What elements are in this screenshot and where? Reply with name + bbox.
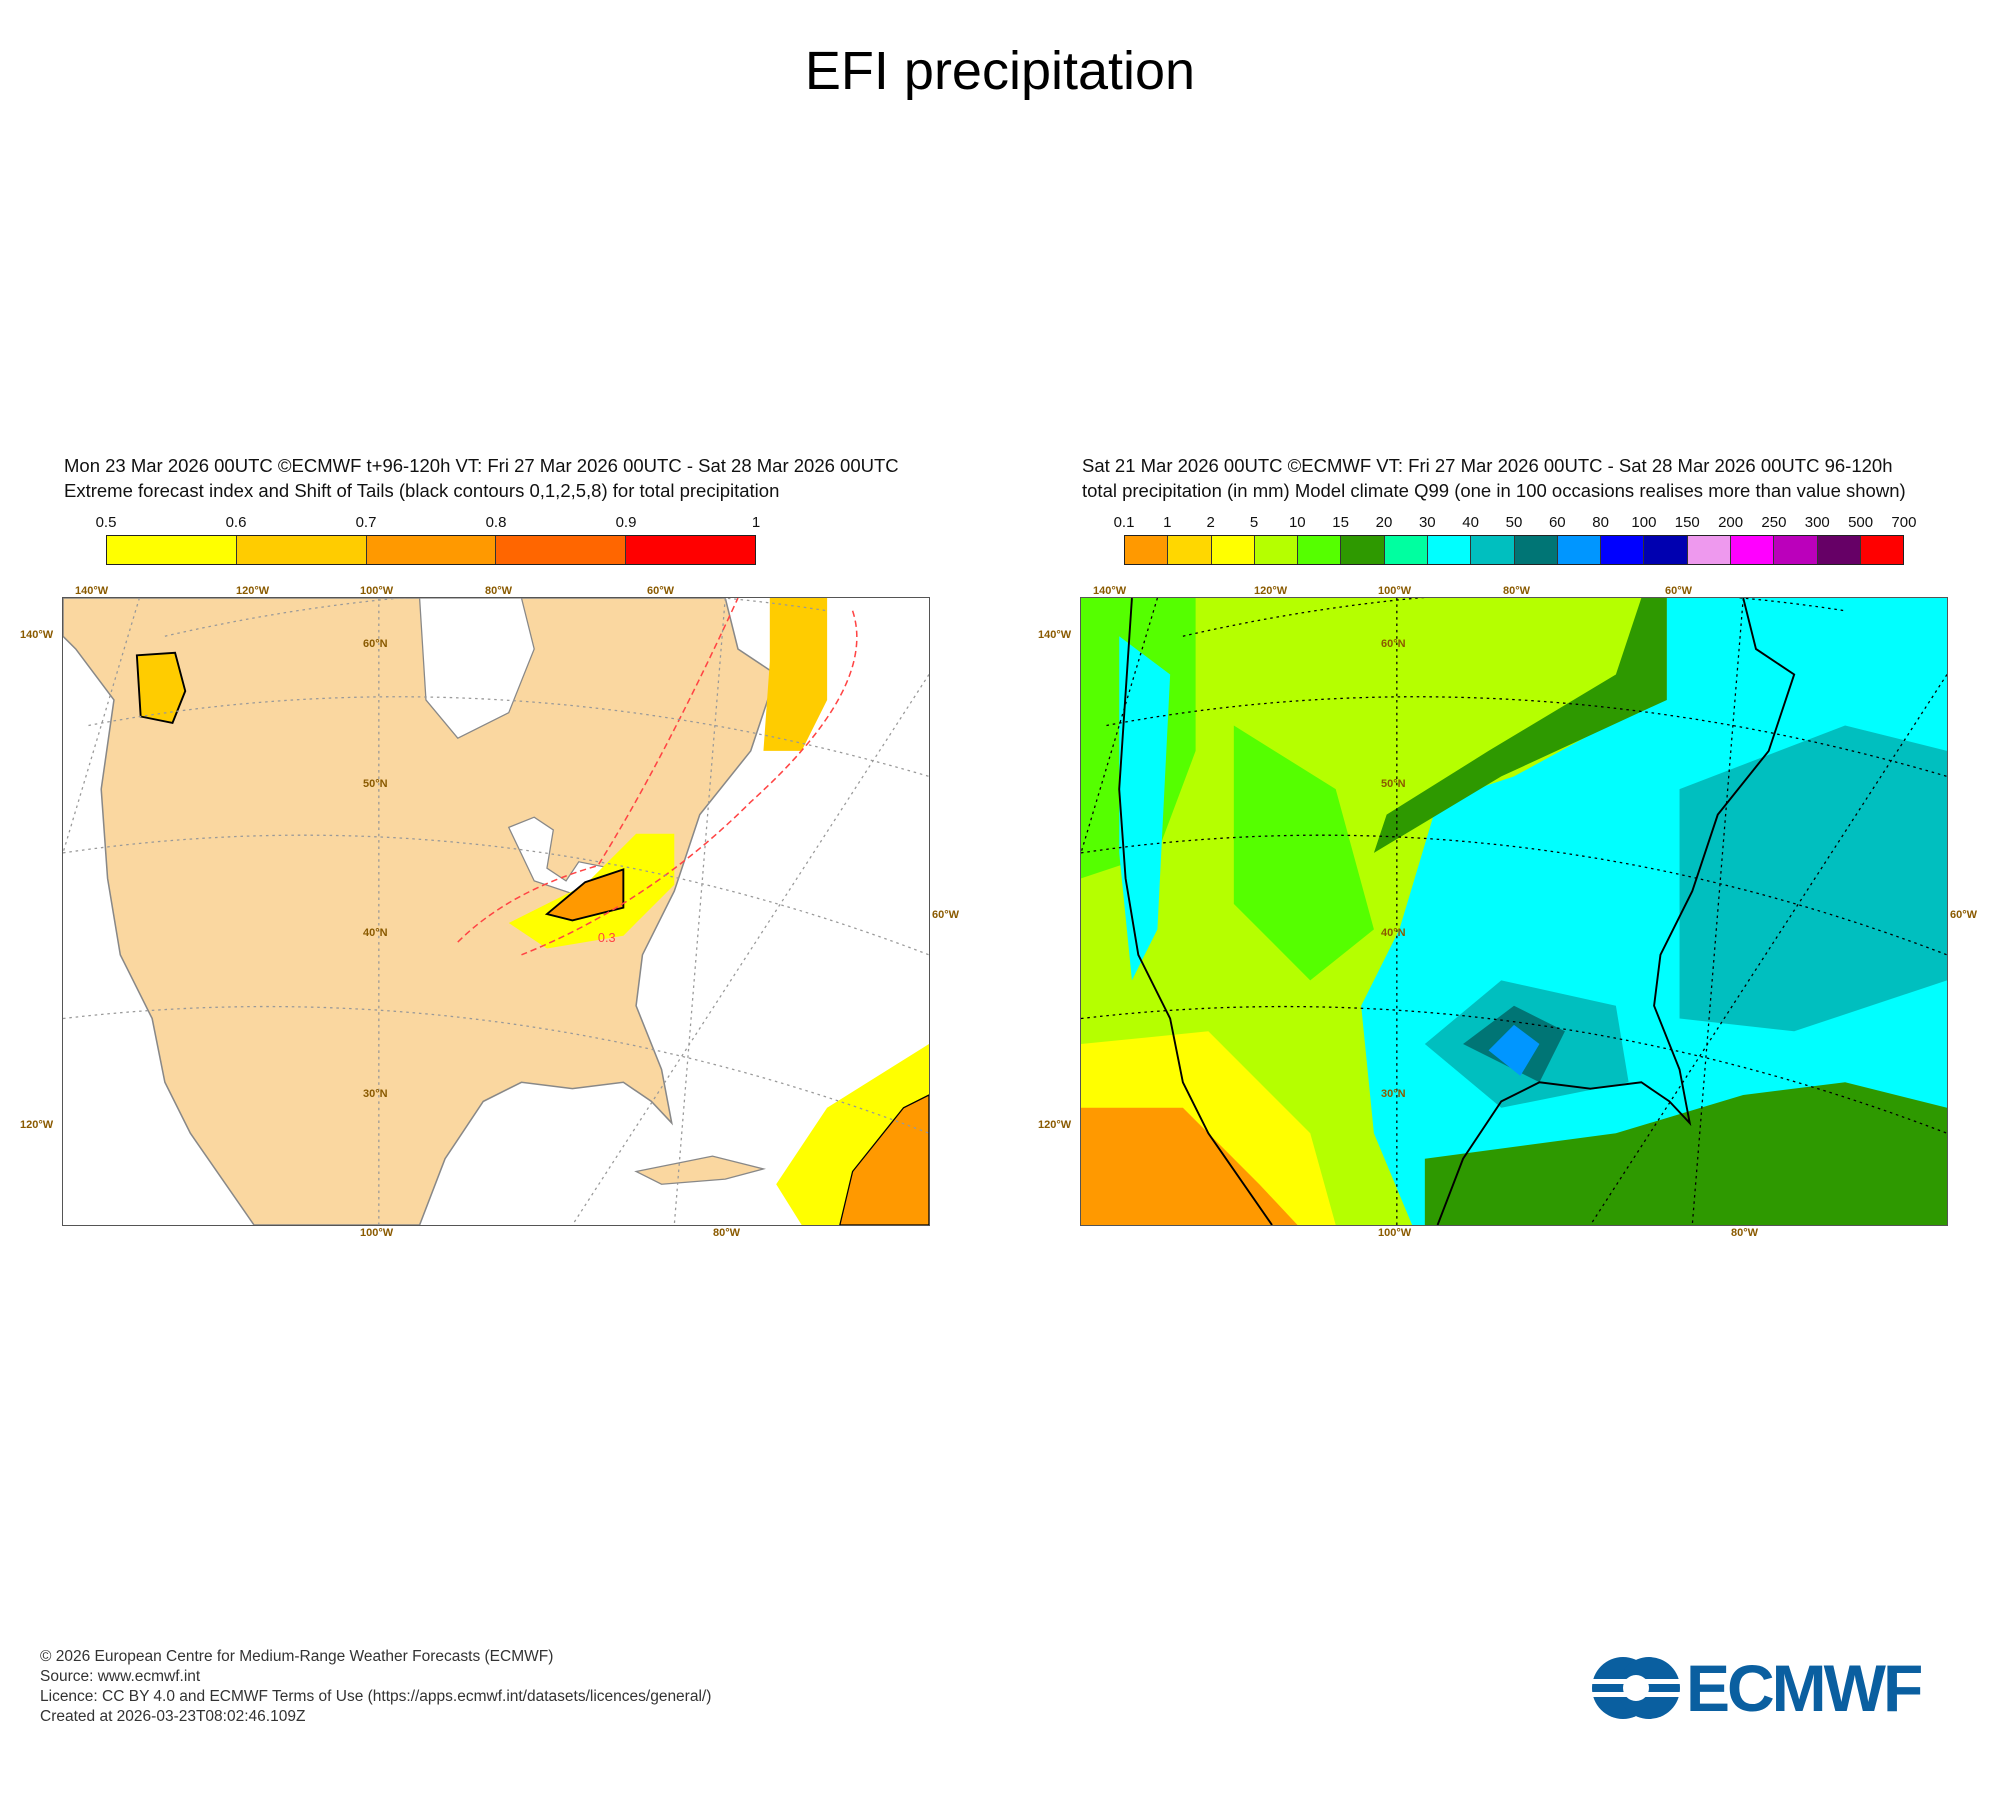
legend-swatch	[236, 536, 367, 564]
lon-label: 120°W	[236, 585, 270, 597]
lon-label: 80°W	[713, 1227, 741, 1239]
ecmwf-logo-text: ECMWF	[1686, 1651, 1923, 1725]
cuba	[634, 1155, 766, 1185]
side-label: 140°W	[20, 629, 54, 641]
lat-label: 60°N	[1381, 638, 1406, 650]
lon-label: 60°W	[647, 585, 675, 597]
climate-header-line1: Sat 21 Mar 2026 00UTC ©ECMWF VT: Fri 27 …	[1082, 455, 1893, 476]
darkgreen-south	[1424, 1082, 1947, 1225]
lon-label: 100°W	[360, 1227, 394, 1239]
legend-swatch	[1341, 536, 1385, 564]
legend-swatch	[1730, 536, 1775, 564]
page-title: EFI precipitation	[804, 41, 1196, 101]
legend-swatch	[1384, 536, 1428, 564]
footer: © 2026 European Centre for Medium-Range …	[40, 1647, 711, 1727]
climate-header: Sat 21 Mar 2026 00UTC ©ECMWF VT: Fri 27 …	[1082, 453, 1906, 503]
efi-patch-east-core	[544, 868, 625, 922]
legend-swatch	[496, 536, 627, 564]
legend-swatch	[1514, 536, 1558, 564]
efi-map[interactable]: 0.3	[62, 597, 930, 1226]
climate-map[interactable]	[1080, 597, 1948, 1226]
lon-label: 80°W	[1731, 1227, 1759, 1239]
cyan-west-coast	[1119, 636, 1171, 981]
side-label: 60°W	[932, 909, 960, 921]
lon-label: 140°W	[1093, 585, 1127, 597]
land-north-america	[63, 598, 778, 1225]
side-label: 120°W	[20, 1119, 54, 1131]
footer-copyright: © 2026 European Centre for Medium-Range …	[40, 1648, 554, 1665]
lon-label: 80°W	[1503, 585, 1531, 597]
side-label: 120°W	[1038, 1119, 1072, 1131]
climate-legend-ticks: 0.1 1 2 5 10 15 20 30 40 50 60 80 100 150 200 250 300 500…	[1113, 514, 1917, 531]
lon-label: 120°W	[1254, 585, 1288, 597]
climate-header-line2: total precipitation (in mm) Model climat…	[1082, 480, 1906, 501]
legend-swatch	[366, 536, 497, 564]
graticule	[1081, 598, 1947, 1225]
hudson-bay	[418, 598, 535, 739]
side-label: 60°W	[1950, 909, 1978, 921]
legend-swatch	[1687, 536, 1731, 564]
efi-patch-nw	[135, 651, 187, 724]
great-lakes	[507, 816, 612, 895]
efi-header-line1: Mon 23 Mar 2026 00UTC ©ECMWF t+96-120h V…	[64, 455, 899, 476]
lat-label: 30°N	[1381, 1088, 1406, 1100]
efi-patch-atlantic	[763, 598, 828, 751]
footer-created: Created at 2026-03-23T08:02:46.109Z	[40, 1708, 306, 1725]
efi-map-svg: 0.3	[63, 598, 929, 1225]
ecmwf-logo-icon	[1590, 1657, 1682, 1719]
legend-swatch	[1254, 536, 1299, 564]
lon-label: 100°W	[1378, 585, 1412, 597]
efi-patch-caribbean-core	[839, 1094, 929, 1225]
coastline	[1118, 598, 1796, 1225]
efi-legend-ticks: 0.5 0.6 0.7 0.8 0.9 1	[95, 514, 761, 531]
darkgreen-band	[1373, 598, 1667, 853]
teal-ocean	[1679, 725, 1947, 1032]
lat-label: 50°N	[1381, 778, 1406, 790]
lat-label: 40°N	[363, 927, 388, 939]
orange-sw	[1081, 1107, 1298, 1225]
legend-swatch	[1601, 536, 1645, 564]
lon-label: 60°W	[1665, 585, 1693, 597]
efi-header-line2: Extreme forecast index and Shift of Tail…	[64, 480, 780, 501]
efi-header: Mon 23 Mar 2026 00UTC ©ECMWF t+96-120h V…	[64, 453, 899, 503]
legend-swatch	[107, 536, 237, 564]
legend-swatch	[1427, 536, 1472, 564]
legend-swatch	[1774, 536, 1818, 564]
climate-colorbar	[1124, 535, 1904, 565]
contour-label: 0.3	[598, 930, 616, 945]
legend-swatch	[1644, 536, 1688, 564]
lon-label: 100°W	[360, 585, 394, 597]
legend-swatch	[1860, 536, 1904, 564]
lon-label: 80°W	[485, 585, 513, 597]
climate-map-svg	[1081, 598, 1947, 1225]
ecmwf-logo: ECMWF	[1590, 1651, 1965, 1725]
blue-gulf	[1488, 1024, 1540, 1076]
legend-swatch	[1211, 536, 1255, 564]
legend-swatch	[1557, 536, 1602, 564]
lat-label: 30°N	[363, 1088, 388, 1100]
lon-label: 140°W	[75, 585, 109, 597]
contour-0.3	[457, 598, 858, 956]
side-label: 140°W	[1038, 629, 1072, 641]
legend-swatch	[626, 536, 755, 564]
graticule	[63, 598, 929, 1225]
lon-label: 100°W	[1378, 1227, 1412, 1239]
footer-source: Source: www.ecmwf.int	[40, 1668, 201, 1685]
efi-colorbar	[106, 535, 756, 565]
lat-label: 60°N	[363, 638, 388, 650]
legend-swatch	[1471, 536, 1515, 564]
lat-label: 50°N	[363, 778, 388, 790]
lat-label: 40°N	[1381, 927, 1406, 939]
legend-swatch	[1168, 536, 1212, 564]
footer-licence: Licence: CC BY 4.0 and ECMWF Terms of Us…	[40, 1688, 712, 1705]
legend-swatch	[1125, 536, 1169, 564]
legend-swatch	[1298, 536, 1342, 564]
legend-swatch	[1817, 536, 1861, 564]
